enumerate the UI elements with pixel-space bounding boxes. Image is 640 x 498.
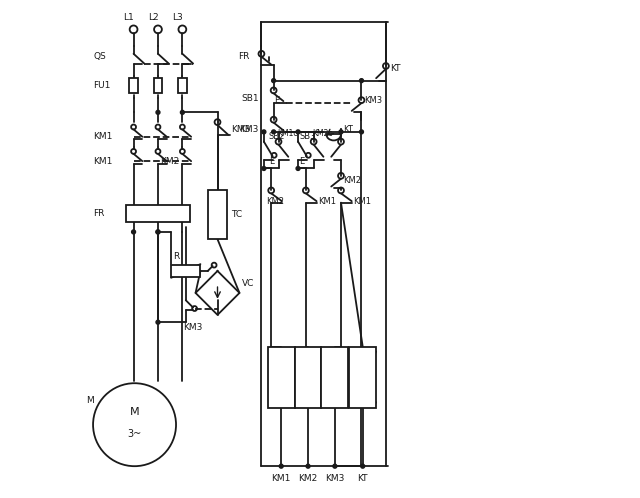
Text: KM2: KM2 bbox=[298, 474, 317, 483]
Text: KM3: KM3 bbox=[183, 323, 203, 332]
Text: E: E bbox=[269, 157, 274, 166]
Text: L2: L2 bbox=[148, 12, 159, 22]
Text: KM1: KM1 bbox=[93, 132, 113, 141]
Text: KM1: KM1 bbox=[318, 197, 336, 206]
Text: FR: FR bbox=[93, 209, 104, 218]
Bar bbox=[126, 205, 189, 222]
Circle shape bbox=[360, 130, 364, 134]
Text: M: M bbox=[86, 396, 93, 405]
Text: KT: KT bbox=[390, 64, 400, 73]
Circle shape bbox=[361, 464, 365, 468]
Bar bbox=[321, 347, 348, 407]
Text: SB1: SB1 bbox=[241, 94, 259, 103]
Text: KM3: KM3 bbox=[239, 125, 259, 134]
Text: KT: KT bbox=[344, 125, 353, 134]
Text: FR: FR bbox=[238, 52, 249, 61]
Circle shape bbox=[339, 130, 343, 134]
Circle shape bbox=[156, 230, 160, 234]
Circle shape bbox=[279, 464, 283, 468]
Circle shape bbox=[296, 166, 300, 170]
Text: KM2c: KM2c bbox=[313, 129, 333, 138]
Circle shape bbox=[360, 79, 364, 83]
Text: R: R bbox=[173, 252, 180, 261]
Text: E: E bbox=[274, 96, 279, 105]
Text: L1: L1 bbox=[124, 12, 134, 22]
Bar bbox=[129, 78, 138, 93]
Text: KM3: KM3 bbox=[364, 96, 382, 105]
Bar bbox=[349, 347, 376, 407]
Circle shape bbox=[272, 79, 276, 83]
Circle shape bbox=[156, 230, 160, 234]
Circle shape bbox=[93, 383, 176, 466]
Text: E: E bbox=[299, 157, 304, 166]
Bar bbox=[294, 347, 321, 407]
Circle shape bbox=[333, 464, 337, 468]
Text: KM1: KM1 bbox=[93, 157, 113, 166]
Bar bbox=[208, 190, 227, 239]
Circle shape bbox=[272, 130, 276, 134]
Circle shape bbox=[180, 111, 184, 115]
Circle shape bbox=[296, 130, 300, 134]
Bar bbox=[154, 78, 163, 93]
Bar bbox=[268, 347, 294, 407]
Text: KM3: KM3 bbox=[325, 474, 344, 483]
Text: KM1: KM1 bbox=[353, 197, 371, 206]
Text: FU1: FU1 bbox=[93, 81, 111, 90]
Circle shape bbox=[132, 230, 136, 234]
Text: KM1: KM1 bbox=[271, 474, 291, 483]
Text: KM2: KM2 bbox=[161, 157, 180, 166]
Circle shape bbox=[156, 320, 160, 324]
Text: VC: VC bbox=[242, 279, 254, 288]
Text: L3: L3 bbox=[172, 12, 183, 22]
Text: SB3: SB3 bbox=[299, 132, 316, 141]
Text: KM2: KM2 bbox=[266, 197, 284, 206]
Circle shape bbox=[262, 166, 266, 170]
Text: KM3: KM3 bbox=[231, 125, 250, 134]
Text: M: M bbox=[130, 407, 140, 417]
Text: SB2: SB2 bbox=[269, 132, 285, 141]
Bar bbox=[171, 265, 200, 277]
Text: KM2: KM2 bbox=[344, 176, 362, 185]
Text: TC: TC bbox=[231, 210, 243, 219]
Text: QS: QS bbox=[93, 52, 106, 61]
Text: KM1c: KM1c bbox=[278, 129, 298, 138]
Bar bbox=[178, 78, 187, 93]
Text: 3~: 3~ bbox=[127, 429, 141, 439]
Circle shape bbox=[306, 464, 310, 468]
Text: KT: KT bbox=[358, 474, 368, 483]
Circle shape bbox=[262, 130, 266, 134]
Circle shape bbox=[156, 111, 160, 115]
